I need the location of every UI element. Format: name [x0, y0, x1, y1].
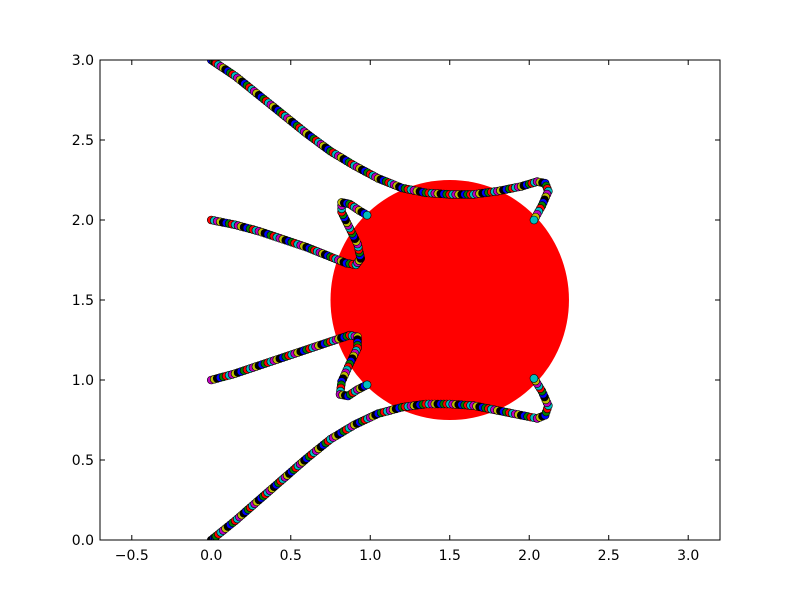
x-tick-label: 0.0: [200, 548, 222, 564]
trajectory-3: [206, 330, 372, 401]
trajectory-end-marker: [529, 215, 539, 225]
trajectory-end-marker: [362, 380, 372, 390]
x-tick-label: 2.5: [598, 548, 620, 564]
x-tick-label: 1.0: [359, 548, 381, 564]
y-tick-label: 2.5: [72, 133, 94, 149]
y-tick-label: 3.0: [72, 53, 94, 69]
x-tick-label: 0.5: [280, 548, 302, 564]
trajectory-end-marker: [362, 210, 372, 220]
obstacle-circle: [330, 180, 569, 420]
y-tick-label: 0.5: [72, 453, 94, 469]
x-tick-label: −0.5: [115, 548, 149, 564]
trajectory-2: [206, 198, 372, 270]
y-tick-label: 1.5: [72, 293, 94, 309]
plot-content: [206, 60, 569, 540]
trajectory-end-marker: [529, 374, 539, 383]
axis-ticks: −0.5 0.0 0.5 1.0 1.5 2.0 2.5 3.0 0.0 0.5 1.0 1.5 2.0…: [72, 53, 720, 564]
y-tick-label: 1.0: [72, 373, 94, 389]
x-tick-label: 3.0: [677, 548, 699, 564]
y-tick-label: 2.0: [72, 213, 94, 229]
trajectory-4: [206, 374, 553, 540]
x-tick-label: 2.0: [518, 548, 540, 564]
y-tick-label: 0.0: [72, 533, 94, 549]
x-tick-label: 1.5: [439, 548, 461, 564]
trajectory-1: [206, 60, 553, 225]
